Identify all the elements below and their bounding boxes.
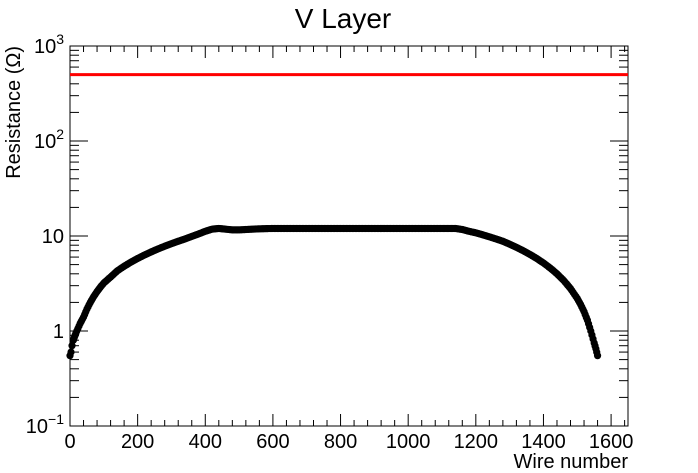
- y-tick-label: 103: [34, 31, 64, 58]
- data-point: [591, 342, 599, 350]
- y-tick-label: 10−1: [26, 411, 64, 438]
- y-tick-label: 1: [53, 321, 64, 343]
- data-point: [582, 313, 590, 321]
- x-tick-label: 1000: [386, 431, 431, 453]
- data-point: [586, 323, 594, 331]
- data-points: [66, 224, 602, 360]
- x-axis-title: Wire number: [514, 451, 629, 473]
- data-point: [68, 342, 76, 350]
- x-tick-label: 600: [256, 431, 289, 453]
- x-tick-label: 0: [64, 431, 75, 453]
- plot-frame: [69, 45, 629, 427]
- x-tick-label: 1600: [589, 431, 634, 453]
- y-axis-title: Resistance (Ω): [3, 46, 25, 179]
- x-tick-label: 800: [324, 431, 357, 453]
- x-tick-label: 200: [121, 431, 154, 453]
- x-tick-label: 1200: [454, 431, 499, 453]
- y-tick-label: 10: [42, 226, 64, 248]
- data-point: [589, 335, 597, 343]
- data-point: [67, 348, 75, 356]
- y-tick-label: 102: [34, 126, 64, 153]
- x-tick-label: 400: [189, 431, 222, 453]
- chart-title: V Layer: [295, 3, 392, 34]
- y-axis: 10−1 1 10 102 103: [26, 31, 628, 438]
- data-point: [593, 348, 601, 356]
- x-tick-label: 1400: [521, 431, 566, 453]
- x-axis: 0 200 400 600 800 1000 1200 1400 1600: [64, 46, 633, 453]
